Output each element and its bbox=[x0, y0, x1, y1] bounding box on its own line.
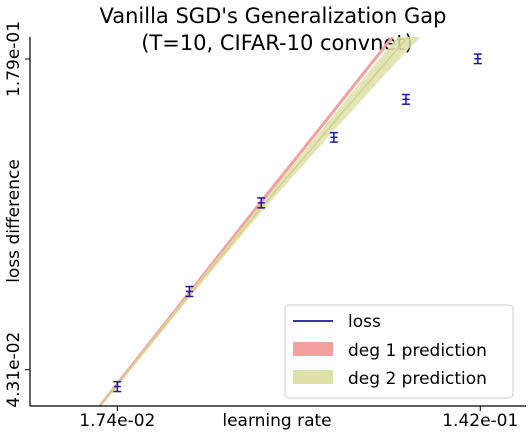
chart-title-line-2: (T=10, CIFAR-10 convnet) bbox=[141, 31, 413, 55]
x-tick-label-0: 1.74e-02 bbox=[79, 411, 155, 431]
y-tick-label-1: 1.79e-01 bbox=[4, 21, 24, 97]
y-axis-label: loss difference bbox=[4, 159, 24, 283]
legend-loss-label: loss bbox=[348, 312, 381, 332]
x-tick-label-1: 1.42e-01 bbox=[442, 411, 518, 431]
legend-frame bbox=[284, 304, 514, 399]
prediction-bands bbox=[98, 37, 421, 406]
deg2-prediction-center-line bbox=[99, 37, 409, 406]
chart-title-line-1: Vanilla SGD's Generalization Gap bbox=[100, 4, 447, 28]
legend-deg2-swatch bbox=[293, 370, 333, 384]
x-axis-label: learning rate bbox=[222, 411, 331, 431]
deg2-prediction-band bbox=[99, 37, 421, 406]
legend-deg2-label: deg 2 prediction bbox=[348, 369, 487, 389]
legend-deg1-label: deg 1 prediction bbox=[348, 341, 487, 361]
legend: loss deg 1 prediction deg 2 prediction bbox=[284, 304, 514, 399]
legend-deg1-swatch bbox=[293, 342, 333, 356]
y-tick-label-0: 4.31e-02 bbox=[4, 332, 24, 408]
loss-points bbox=[113, 53, 482, 393]
axis-ticks: 1.74e-02 1.42e-01 4.31e-02 1.79e-01 bbox=[4, 21, 518, 431]
